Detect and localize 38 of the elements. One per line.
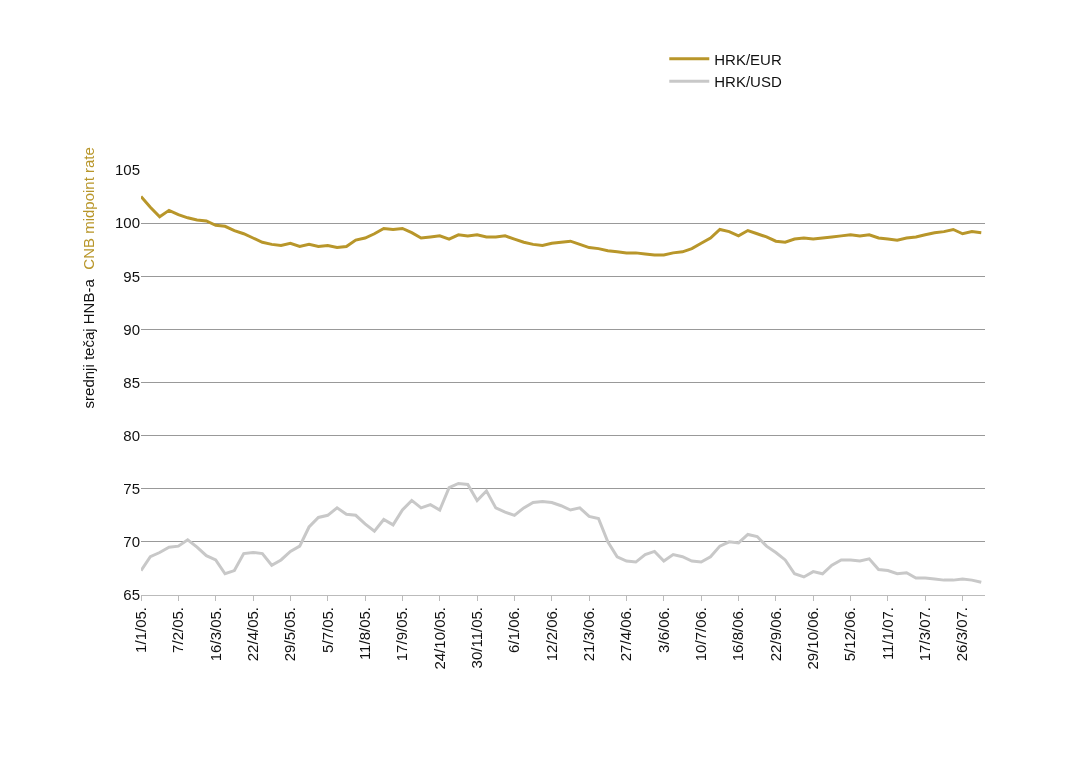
y-tick-label: 80 xyxy=(123,426,140,444)
y-axis-title: srednji tečaj HNB-a xyxy=(79,278,97,409)
y-tick-label: 105 xyxy=(114,161,140,179)
x-tick-label: 16/3/05. xyxy=(206,607,224,662)
y-tick-label: 65 xyxy=(123,586,140,604)
x-tick-label: 24/10/05. xyxy=(430,607,448,670)
x-tick-label: 21/3/06. xyxy=(580,607,598,662)
y-tick-label: 95 xyxy=(123,267,140,285)
x-tick-label: 5/12/06. xyxy=(841,607,859,662)
line-series xyxy=(141,195,983,257)
line-series xyxy=(141,481,983,584)
x-tick-label: 11/1/07. xyxy=(878,607,896,661)
x-tick-label: 6/1/06. xyxy=(505,607,523,653)
x-tick-label: 30/11/05. xyxy=(467,607,485,669)
text: CNB midpoint rate xyxy=(79,147,97,270)
x-tick-label: 17/3/07. xyxy=(916,607,934,662)
x-tick-label: 22/4/05. xyxy=(243,607,261,662)
x-tick-label: 7/2/05. xyxy=(169,607,187,653)
x-tick-label: 27/4/06. xyxy=(617,607,635,662)
x-tick-label: 29/10/06. xyxy=(804,607,822,670)
x-tick-label: 29/5/05. xyxy=(281,607,299,662)
y-tick-label: 75 xyxy=(123,480,140,497)
x-tick-label: 22/9/06. xyxy=(766,607,784,662)
x-tick-label: 5/7/05. xyxy=(318,607,336,653)
x-tick-label: 3/6/06. xyxy=(654,607,672,653)
y-tick-label: 100 xyxy=(114,214,140,232)
y-tick-label: 85 xyxy=(123,373,140,391)
legend-label: HRK/USD xyxy=(714,73,782,91)
y-tick-label: 70 xyxy=(123,533,140,551)
x-tick-label: 12/2/06. xyxy=(542,607,560,662)
x-tick-label: 17/9/05. xyxy=(393,607,411,662)
x-tick-label: 16/8/06. xyxy=(729,607,747,662)
legend-label: HRK/EUR xyxy=(714,50,782,68)
x-tick-label: 11/8/05. xyxy=(355,607,373,661)
x-tick-label: 10/7/06. xyxy=(692,607,710,662)
x-tick-label: 26/3/07. xyxy=(953,607,971,662)
y-tick-label: 90 xyxy=(123,320,140,338)
x-tick-label: 1/1/05. xyxy=(131,607,149,653)
